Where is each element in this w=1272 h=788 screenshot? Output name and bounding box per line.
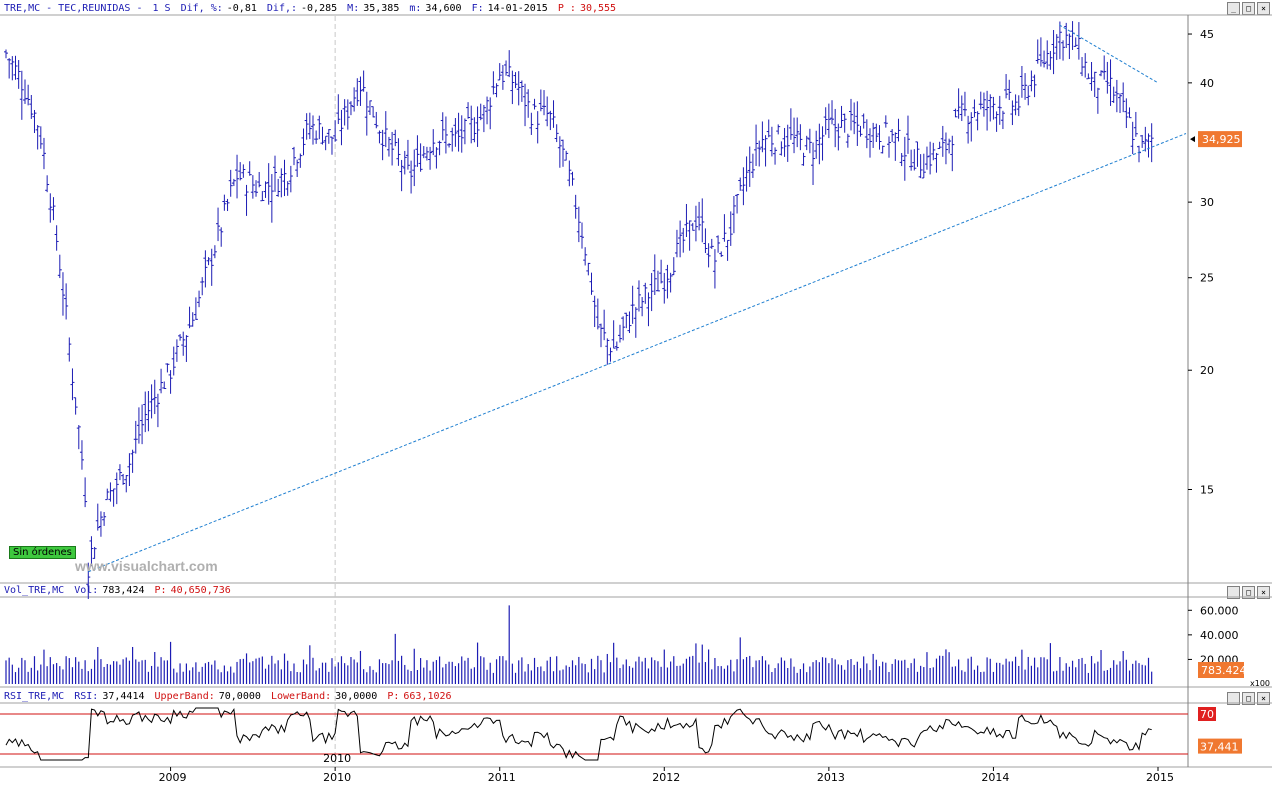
last-price-tag-label: 34,925	[1202, 133, 1241, 146]
min-label: m:	[409, 3, 422, 14]
dif-pct-label: Dif, %:	[180, 3, 223, 14]
min-value: 34,600	[425, 3, 462, 14]
price-tick-label: 15	[1200, 483, 1214, 496]
rsi-p-label: P:	[387, 691, 400, 702]
rsi-upper-tag-label: 70	[1200, 708, 1214, 721]
price-tick-label: 30	[1200, 196, 1214, 209]
vol-p-value: 40,650,736	[170, 585, 231, 596]
price-pointer-icon	[1190, 136, 1195, 143]
upper-band-label: UpperBand:	[154, 691, 215, 702]
year-tick-label: 2010	[323, 771, 351, 784]
vol-last-tag-label: 783.424	[1201, 664, 1247, 677]
rsi-line	[5, 707, 1152, 761]
date-label: F:	[471, 3, 484, 14]
rsi-value: 37,4414	[102, 691, 145, 702]
maximize-button[interactable]: □	[1242, 692, 1255, 705]
price-tick-label: 45	[1200, 28, 1214, 41]
watermark: www.visualchart.com	[75, 558, 218, 574]
vol-tick-label: 60.000	[1200, 604, 1239, 617]
p-value: 30,555	[579, 3, 617, 14]
vol-last-tag	[1198, 662, 1244, 678]
rsi-p-value: 663,1026	[403, 691, 452, 702]
dif-label: Dif,:	[266, 3, 298, 14]
year-tick-label: 2014	[981, 771, 1009, 784]
lower-band-value: 30,0000	[335, 691, 378, 702]
rsi-upper-tag	[1198, 707, 1216, 721]
year-tick-label: 2011	[488, 771, 516, 784]
main-pane-header: TRE,MC - TEC,REUNIDAS - 1 S Dif, %: -0,81…	[4, 2, 621, 16]
symbol-label: TRE,MC - TEC,REUNIDAS -	[4, 3, 143, 14]
last-price-tag	[1198, 131, 1242, 148]
main-window-buttons: _ □ ×	[1227, 2, 1270, 15]
max-label: M:	[347, 3, 360, 14]
dif-pct-value: -0,81	[226, 3, 257, 14]
rsi-label: RSI:	[74, 691, 99, 702]
price-tick-label: 40	[1200, 77, 1214, 90]
date-value: 14-01-2015	[487, 3, 548, 14]
year-tick-label: 2015	[1146, 771, 1174, 784]
status-badge: Sin órdenes	[9, 546, 76, 559]
rsi-name: RSI_TRE,MC	[4, 691, 65, 702]
period-label: 1 S	[152, 3, 171, 14]
rsi-window-buttons: _ □ ×	[1227, 692, 1270, 705]
price-tick-label: 25	[1200, 272, 1214, 285]
minimize-button[interactable]: _	[1227, 586, 1240, 599]
support-trendline	[88, 133, 1187, 573]
rsi-last-tag-label: 37,441	[1200, 741, 1239, 754]
close-button[interactable]: ×	[1257, 692, 1270, 705]
price-tick-label: 20	[1200, 364, 1214, 377]
rsi-last-tag	[1198, 738, 1242, 754]
year-tick-label: 2012	[652, 771, 680, 784]
vol-tick-label: 40.000	[1200, 629, 1239, 642]
minimize-button[interactable]: _	[1227, 692, 1240, 705]
vol-p-label: P:	[154, 585, 167, 596]
year-tick-label: 2009	[159, 771, 187, 784]
vol-value: 783,424	[102, 585, 145, 596]
highlighted-year-label: 2010	[323, 752, 351, 765]
vol-pane-header: Vol_TRE,MC Vol: 783,424 P: 40,650,736	[4, 584, 235, 598]
dif-value: -0,285	[301, 3, 338, 14]
year-tick-label: 2013	[817, 771, 845, 784]
vol-scale-label: x100	[1250, 679, 1270, 688]
upper-band-value: 70,0000	[218, 691, 261, 702]
vol-name: Vol_TRE,MC	[4, 585, 65, 596]
lower-band-label: LowerBand:	[270, 691, 332, 702]
vol-label: Vol:	[74, 585, 99, 596]
p-label: P :	[557, 3, 576, 14]
maximize-button[interactable]: □	[1242, 586, 1255, 599]
resistance-trendline	[1059, 24, 1159, 84]
vol-window-buttons: _ □ ×	[1227, 586, 1270, 599]
rsi-pane-header: RSI_TRE,MC RSI: 37,4414 UpperBand: 70,0000…	[4, 690, 456, 704]
close-button[interactable]: ×	[1257, 586, 1270, 599]
max-value: 35,385	[363, 3, 400, 14]
